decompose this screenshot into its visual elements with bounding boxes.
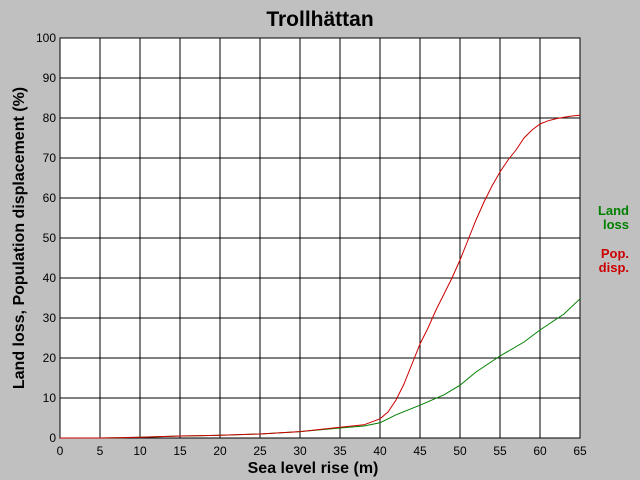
- x-tick-label: 35: [333, 444, 347, 458]
- chart-title: Trollhättan: [266, 8, 373, 31]
- x-tick-label: 50: [453, 444, 467, 458]
- legend-label-land: loss: [603, 217, 629, 232]
- y-tick-label: 90: [43, 71, 57, 85]
- x-tick-label: 30: [293, 444, 307, 458]
- y-tick-label: 80: [43, 111, 57, 125]
- y-axis-label: Land loss, Population displacement (%): [11, 87, 28, 389]
- y-tick-label: 40: [43, 271, 57, 285]
- y-tick-labels: 0 10 20 30 40 50 60 70 80 90 100: [36, 31, 56, 445]
- series-line-pop: [60, 114, 581, 439]
- x-tick-label: 5: [97, 444, 104, 458]
- x-tick-labels: 0 5 10 15 20 25 30 35 40 45 50 55 60 65: [57, 444, 587, 458]
- x-tick-label: 10: [133, 444, 147, 458]
- x-tick-label: 45: [413, 444, 427, 458]
- y-tick-label: 10: [43, 391, 57, 405]
- y-tick-label: 20: [43, 351, 57, 365]
- x-tick-label: 25: [253, 444, 267, 458]
- x-tick-label: 0: [57, 444, 64, 458]
- x-tick-label: 40: [373, 444, 387, 458]
- legend-label-pop: disp.: [599, 260, 629, 275]
- y-tick-label: 50: [43, 231, 57, 245]
- y-tick-label: 30: [43, 311, 57, 325]
- x-tick-label: 55: [493, 444, 507, 458]
- x-tick-label: 65: [573, 444, 587, 458]
- legend-label-land: Land: [598, 203, 629, 218]
- y-tick-label: 60: [43, 191, 57, 205]
- x-tick-label: 20: [213, 444, 227, 458]
- grid-lines: [59, 37, 581, 439]
- y-tick-label: 100: [36, 31, 56, 45]
- series-lines: [60, 114, 581, 439]
- x-tick-label: 15: [173, 444, 187, 458]
- y-tick-label: 0: [49, 431, 56, 445]
- y-tick-label: 70: [43, 151, 57, 165]
- x-axis-label: Sea level rise (m): [248, 460, 379, 477]
- x-tick-label: 60: [533, 444, 547, 458]
- legend-label-pop: Pop.: [601, 246, 629, 261]
